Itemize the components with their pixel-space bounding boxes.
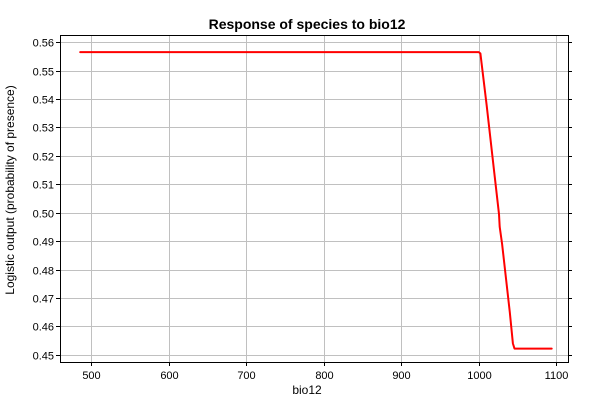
x-tick-label: 1100 (545, 370, 569, 382)
y-axis-label: Logistic output (probability of presence… (3, 85, 17, 294)
grid (60, 35, 568, 362)
y-tick-label: 0.46 (33, 322, 54, 334)
y-tick-label: 0.50 (33, 209, 54, 221)
series-line (79, 51, 553, 350)
y-tick-label: 0.54 (33, 95, 54, 107)
series-layer (79, 51, 553, 350)
chart-title: Response of species to bio12 (209, 16, 406, 32)
y-tick-label: 0.48 (33, 266, 54, 278)
y-tick-label: 0.47 (33, 294, 54, 306)
x-axis-label: bio12 (292, 383, 322, 397)
y-tick-label: 0.56 (33, 38, 54, 50)
x-tick-label: 1000 (467, 370, 491, 382)
x-tick-label: 500 (82, 370, 100, 382)
plot-area-frame (60, 35, 569, 363)
y-tick-label: 0.55 (33, 67, 54, 79)
axis-ticks: 500 600 700 800 900 1000 1100 0.45 0.46 0.47 0.48 0… (33, 38, 572, 382)
x-tick-label: 800 (315, 370, 333, 382)
x-tick-label: 700 (237, 370, 255, 382)
y-tick-label: 0.53 (33, 123, 54, 135)
y-tick-label: 0.51 (33, 180, 54, 192)
x-tick-label: 600 (160, 370, 178, 382)
y-tick-label: 0.49 (33, 237, 54, 249)
y-tick-label: 0.52 (33, 152, 54, 164)
x-tick-label: 900 (392, 370, 410, 382)
y-tick-label: 0.45 (33, 351, 54, 363)
